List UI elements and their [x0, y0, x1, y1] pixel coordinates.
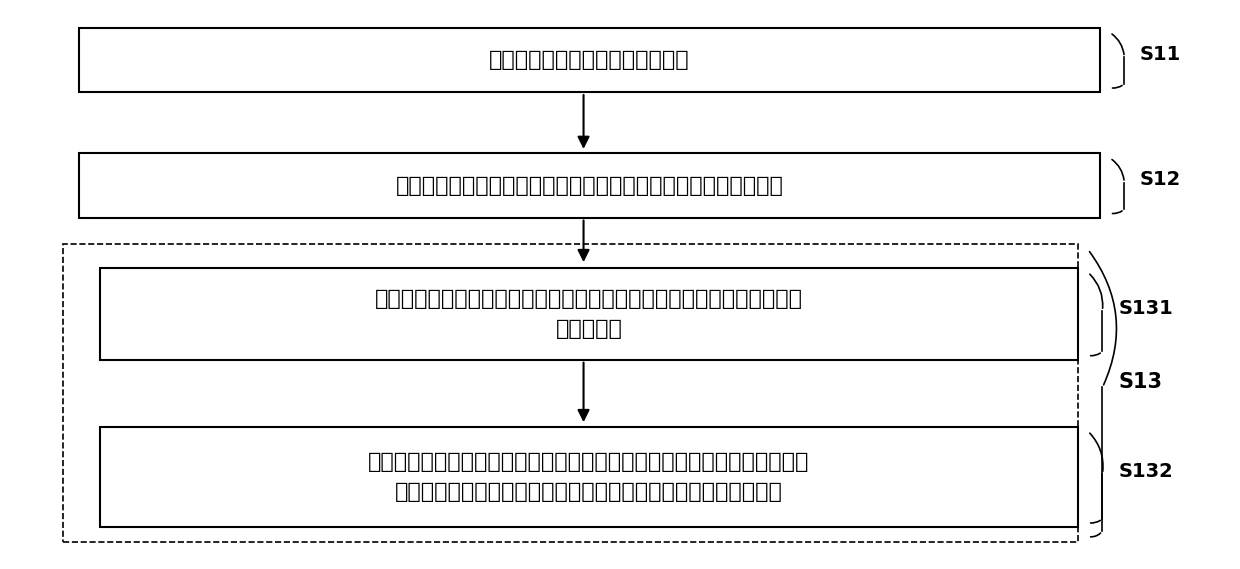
Text: S13: S13	[1118, 372, 1162, 392]
Text: S12: S12	[1140, 171, 1182, 189]
FancyBboxPatch shape	[79, 28, 1100, 92]
Text: S11: S11	[1140, 45, 1182, 64]
FancyBboxPatch shape	[63, 244, 1078, 542]
Text: 向所述湿法氧化炉中通入含水蒸气气体，使其与所述条状结构中的所述含铝
外延层反应，形成氧化介质层即所述横向电流限制层和横向波导层: 向所述湿法氧化炉中通入含水蒸气气体，使其与所述条状结构中的所述含铝 外延层反应，…	[368, 452, 810, 502]
Text: 对所述外延结构进行干法刻蚀，以形成侧壁陡直且光滑的条状结构: 对所述外延结构进行干法刻蚀，以形成侧壁陡直且光滑的条状结构	[396, 175, 784, 196]
Text: 将所述条状结构置入湿法氧化炉中，并将所述湿法氧化炉的温度升高至第
一预设温度: 将所述条状结构置入湿法氧化炉中，并将所述湿法氧化炉的温度升高至第 一预设温度	[374, 289, 804, 339]
Text: S131: S131	[1118, 299, 1173, 318]
FancyBboxPatch shape	[100, 268, 1078, 360]
FancyBboxPatch shape	[79, 154, 1100, 217]
Text: 提供叠层半导体激光器的外延结构: 提供叠层半导体激光器的外延结构	[490, 50, 689, 70]
FancyBboxPatch shape	[100, 427, 1078, 527]
Text: S132: S132	[1118, 462, 1173, 481]
